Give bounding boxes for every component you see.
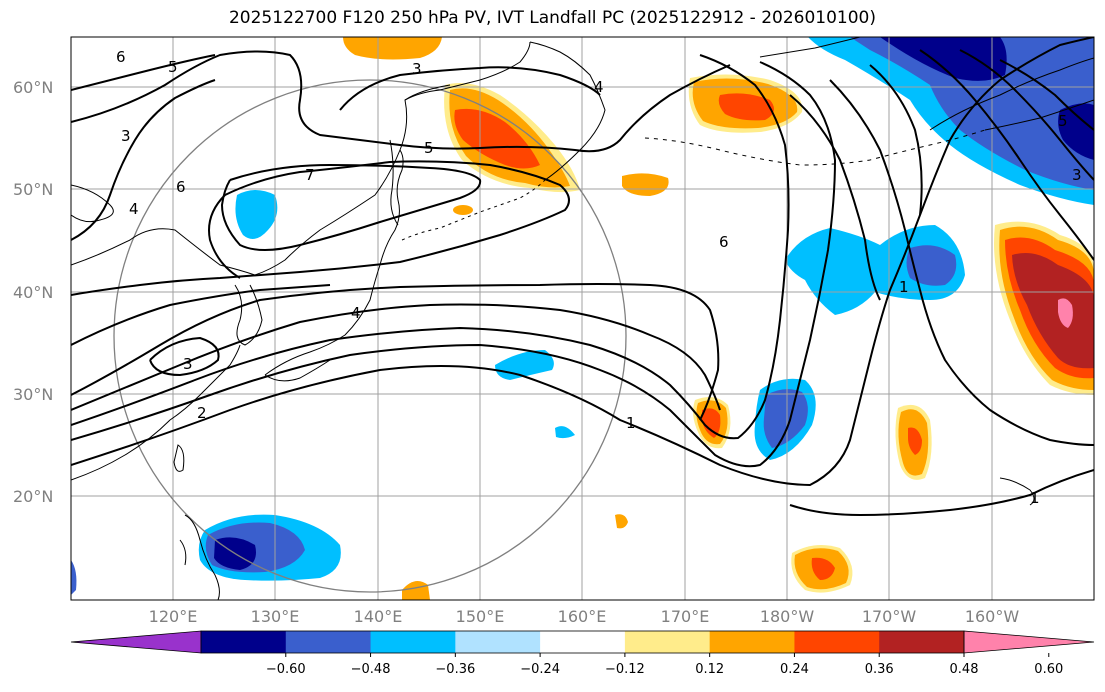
landfall-region-circle — [113, 79, 627, 593]
colorbar-swatch — [285, 631, 372, 653]
svg-text:5: 5 — [168, 58, 178, 76]
lon-label: 170°E — [661, 607, 710, 626]
svg-text:1: 1 — [1030, 489, 1040, 507]
svg-text:6: 6 — [719, 233, 729, 251]
colorbar-tick-label: 0.24 — [780, 662, 809, 677]
colorbar-extend-high — [963, 630, 1095, 654]
svg-text:5: 5 — [424, 139, 434, 157]
colorbar-swatch — [879, 631, 965, 653]
lat-label: 30°N — [13, 385, 53, 404]
lon-label: 150°E — [456, 607, 505, 626]
longitude-labels: 120°E 130°E 140°E 150°E 160°E 170°E 180°… — [149, 607, 1020, 626]
colorbar: −0.60 −0.48 −0.36 −0.24 −0.12 0.12 0.24 0.36 0.4… — [70, 630, 1095, 677]
colorbar-tick-label: −0.60 — [266, 662, 306, 677]
colorbar-tick-label: −0.24 — [520, 662, 560, 677]
colorbar-tick-label: −0.48 — [351, 662, 391, 677]
colorbar-outline — [200, 630, 965, 654]
map-frame — [70, 36, 1095, 601]
map-plot-area: 7 5 3 5 6 6 3 4 6 1 1 2 3 4 4 3 5 1 — [71, 37, 1094, 600]
colorbar-tick-label: 0.60 — [1034, 662, 1063, 677]
colorbar-extend-low — [70, 630, 202, 654]
svg-text:4: 4 — [129, 200, 139, 218]
lon-label: 120°E — [149, 607, 198, 626]
svg-text:4: 4 — [351, 304, 361, 322]
lat-label: 40°N — [13, 283, 53, 302]
colorbar-swatch — [455, 631, 541, 653]
svg-text:1: 1 — [899, 278, 909, 296]
colorbar-swatch — [709, 631, 795, 653]
colorbar-tick-label: 0.12 — [695, 662, 724, 677]
colorbar-swatch — [370, 631, 456, 653]
svg-text:3: 3 — [412, 60, 422, 78]
pv-contours — [71, 37, 1094, 517]
lat-label: 20°N — [13, 487, 53, 506]
svg-text:3: 3 — [1072, 166, 1082, 184]
svg-text:1: 1 — [626, 414, 636, 432]
contour-labels: 7 5 3 5 6 6 3 4 6 1 1 2 3 4 4 3 5 1 — [116, 48, 1082, 507]
lon-label: 160°E — [558, 607, 607, 626]
colorbar-swatch — [201, 631, 287, 653]
colorbar-tick-label: 0.48 — [950, 662, 979, 677]
lon-label: 160°W — [965, 607, 1020, 626]
svg-text:3: 3 — [183, 355, 193, 373]
colorbar-tick-label: −0.12 — [605, 662, 645, 677]
colorbar-tick-label: 0.36 — [865, 662, 894, 677]
svg-text:3: 3 — [121, 127, 131, 145]
lat-label: 50°N — [13, 180, 53, 199]
lon-label: 170°W — [862, 607, 917, 626]
colorbar-swatch — [794, 631, 880, 653]
figure-title: 2025122700 F120 250 hPa PV, IVT Landfall… — [228, 8, 876, 28]
lat-label: 60°N — [13, 78, 53, 97]
colorbar-swatch — [624, 631, 711, 653]
lon-label: 180°W — [760, 607, 815, 626]
lon-label: 140°E — [354, 607, 403, 626]
lon-label: 130°E — [251, 607, 300, 626]
svg-text:5: 5 — [1058, 112, 1068, 130]
svg-text:2: 2 — [197, 404, 207, 422]
svg-text:6: 6 — [176, 178, 186, 196]
svg-text:4: 4 — [594, 78, 604, 96]
svg-text:6: 6 — [116, 48, 126, 66]
colorbar-tick-label: −0.36 — [435, 662, 475, 677]
svg-text:7: 7 — [305, 166, 315, 184]
colorbar-swatch — [540, 631, 626, 653]
latitude-labels: 60°N 50°N 40°N 30°N 20°N — [13, 78, 53, 506]
